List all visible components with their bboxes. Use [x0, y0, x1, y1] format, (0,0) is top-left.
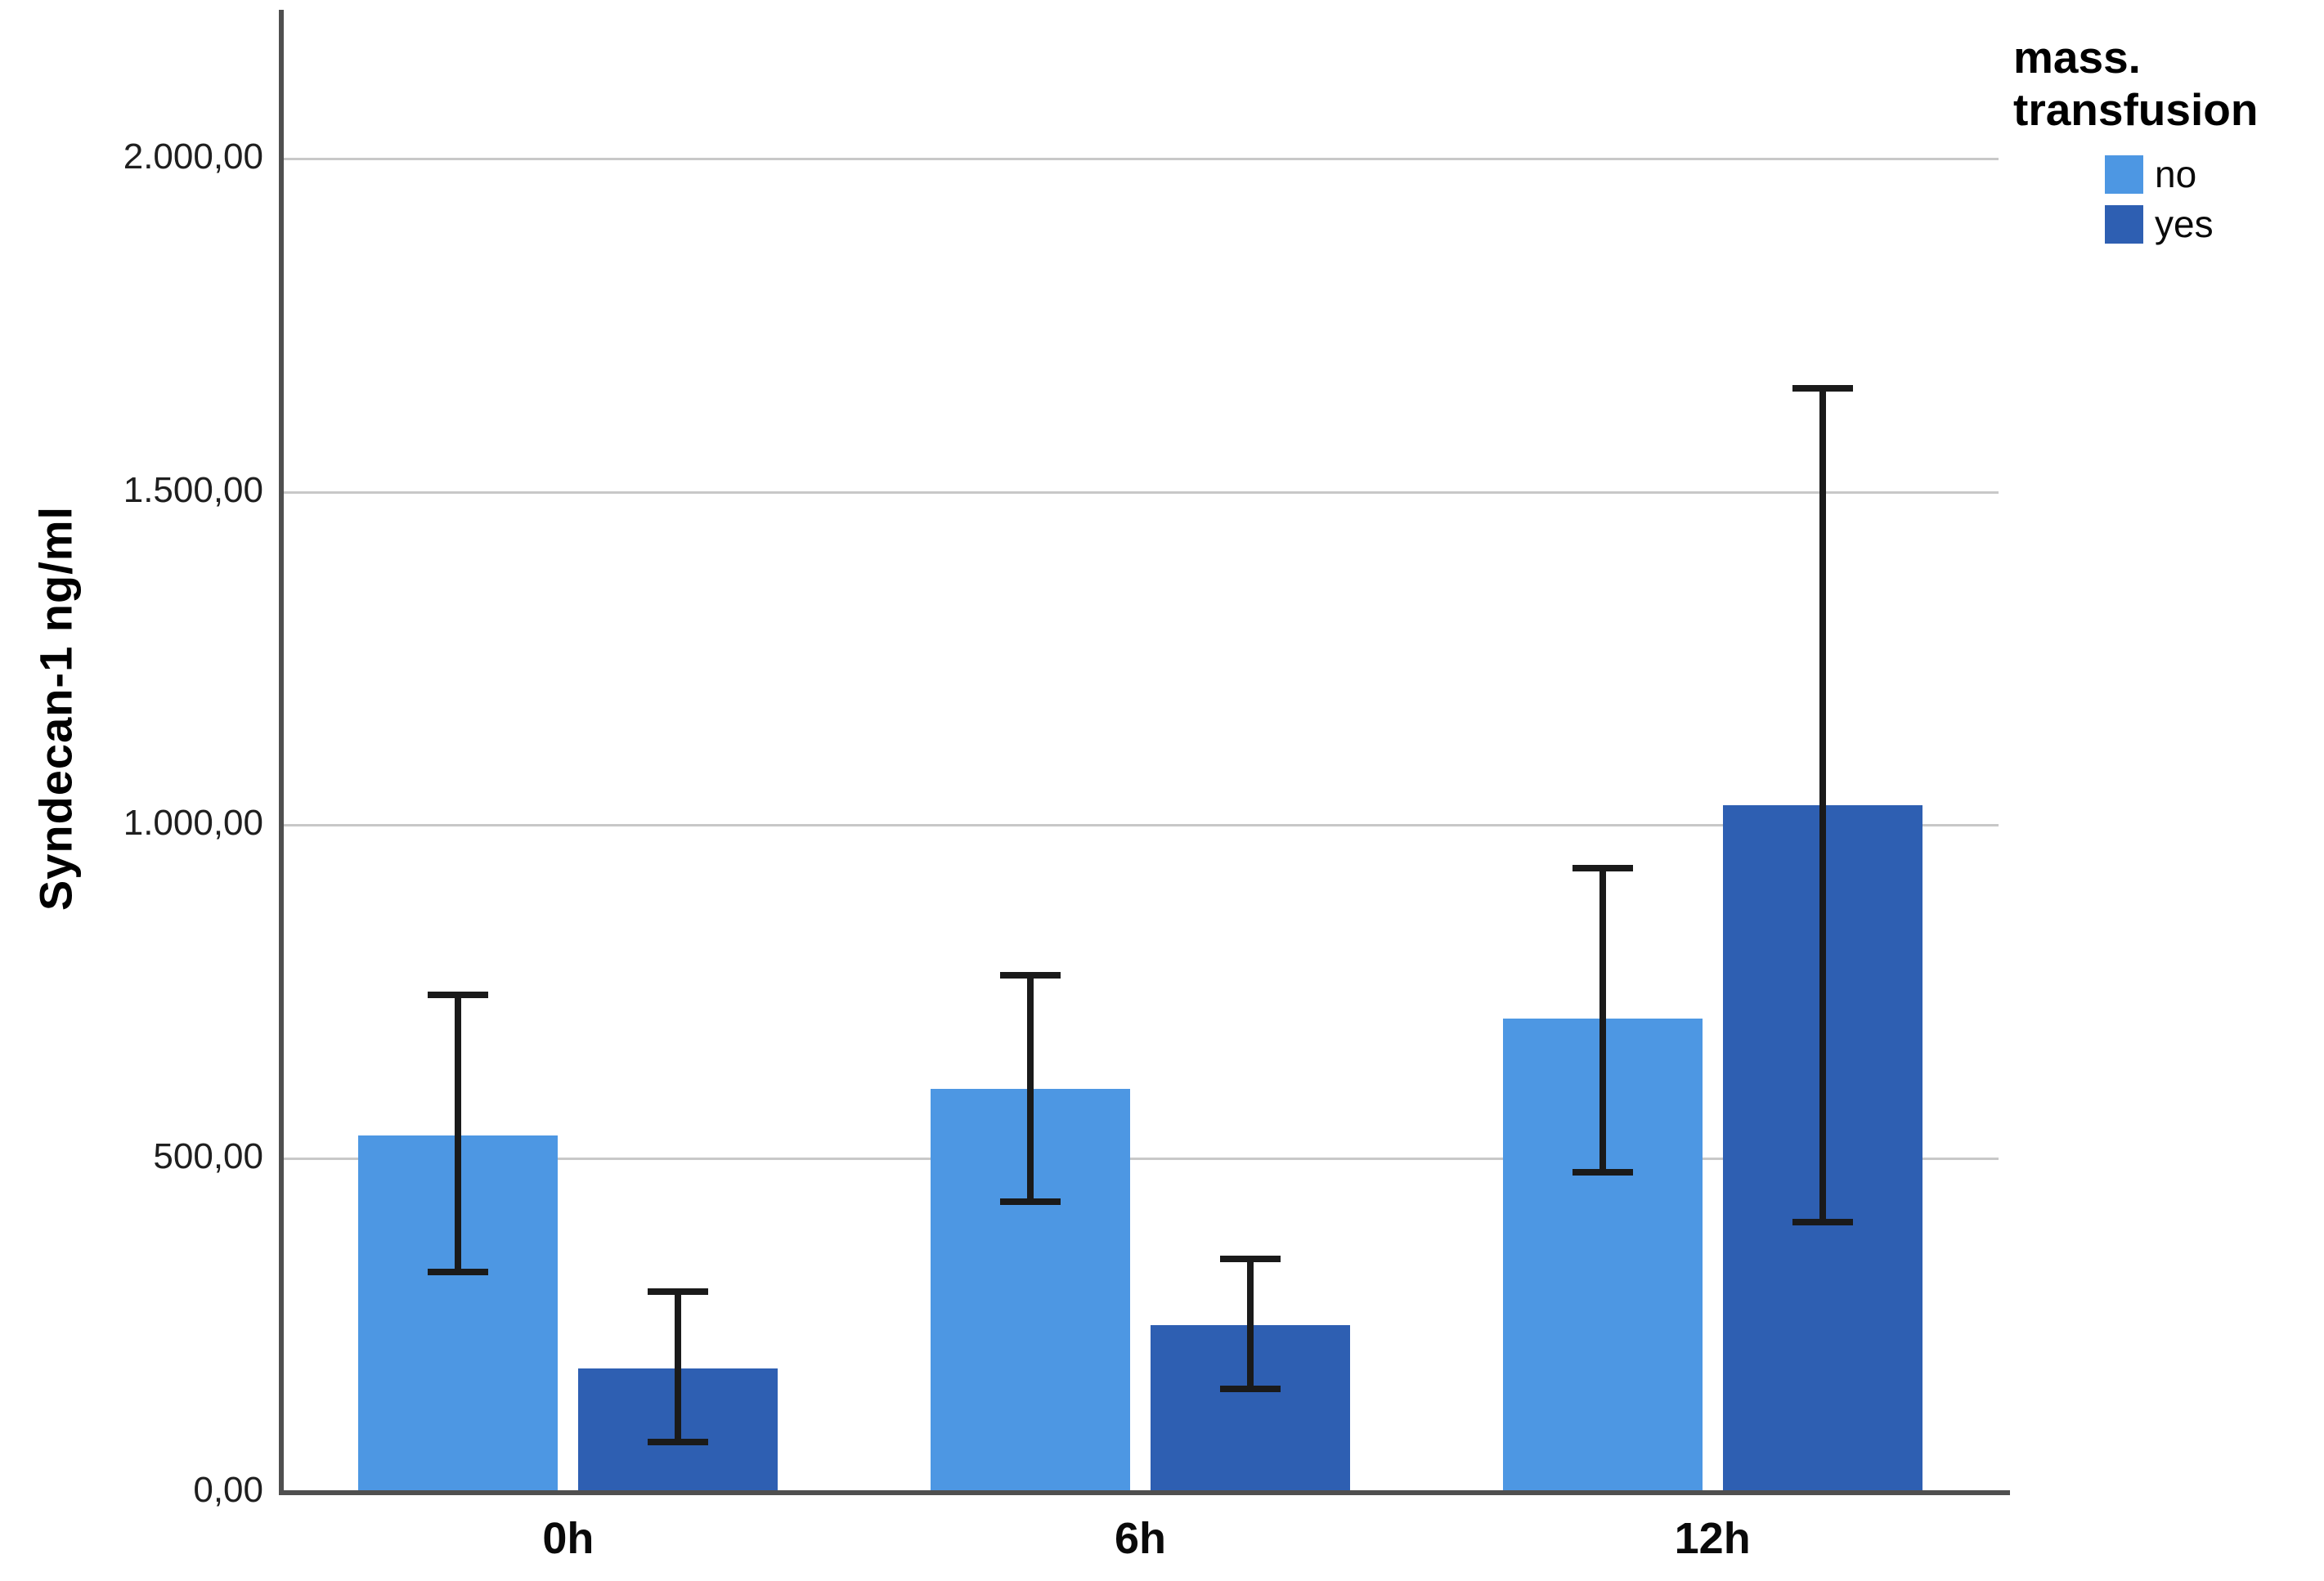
legend-title-line-2: transfusion	[2013, 84, 2259, 135]
error-bar-cap-bottom-yes-12h	[1792, 1218, 1853, 1225]
legend-swatch-yes	[2105, 205, 2143, 244]
y-axis-line	[279, 10, 284, 1495]
legend-item-label-yes: yes	[2155, 203, 2214, 245]
error-bar-cap-bottom-yes-0h	[648, 1438, 709, 1445]
error-bar-line-yes-12h	[1819, 388, 1826, 1222]
legend: mass. transfusion no yes	[2013, 31, 2324, 255]
legend-title: mass. transfusion	[2013, 31, 2324, 136]
x-axis-line	[279, 1490, 2010, 1495]
error-bar-cap-top-no-12h	[1572, 865, 1633, 872]
gridline-500	[282, 1158, 1999, 1161]
y-tick-label-1500: 1.500,00	[123, 469, 263, 510]
error-bar-line-no-0h	[455, 995, 462, 1272]
error-bar-cap-top-no-0h	[428, 992, 489, 999]
error-bar-cap-top-yes-0h	[648, 1288, 709, 1296]
x-tick-label-6h: 6h	[1114, 1514, 1167, 1563]
legend-item-yes: yes	[2105, 205, 2324, 244]
error-bar-cap-top-no-6h	[1000, 971, 1061, 979]
error-bar-cap-top-yes-12h	[1792, 385, 1853, 392]
legend-item-no: no	[2105, 155, 2324, 194]
y-tick-label-0: 0,00	[193, 1470, 263, 1510]
error-bar-line-yes-6h	[1247, 1258, 1254, 1389]
gridline-1000	[282, 824, 1999, 827]
gridline-1500	[282, 490, 1999, 494]
error-bar-line-no-12h	[1599, 868, 1606, 1172]
error-bar-line-no-6h	[1027, 974, 1034, 1203]
y-tick-label-500: 500,00	[153, 1136, 263, 1177]
legend-title-line-1: mass.	[2013, 32, 2141, 83]
legend-item-label-no: no	[2155, 153, 2197, 195]
error-bar-cap-top-yes-6h	[1220, 1255, 1281, 1262]
error-bar-cap-bottom-no-6h	[1000, 1198, 1061, 1206]
y-axis-title: Syndecan-1 ng/ml	[29, 505, 82, 911]
gridline-2000	[282, 157, 1999, 160]
x-tick-label-0h: 0h	[542, 1514, 594, 1563]
error-bar-cap-bottom-yes-6h	[1220, 1385, 1281, 1392]
y-tick-label-1000: 1.000,00	[123, 803, 263, 844]
error-bar-cap-bottom-no-12h	[1572, 1168, 1633, 1176]
error-bar-cap-bottom-no-0h	[428, 1268, 489, 1275]
y-tick-label-2000: 2.000,00	[123, 136, 263, 177]
legend-items: no yes	[2013, 155, 2324, 244]
legend-swatch-no	[2105, 155, 2143, 194]
x-tick-label-12h: 12h	[1674, 1514, 1751, 1563]
error-bar-line-yes-0h	[675, 1292, 682, 1442]
